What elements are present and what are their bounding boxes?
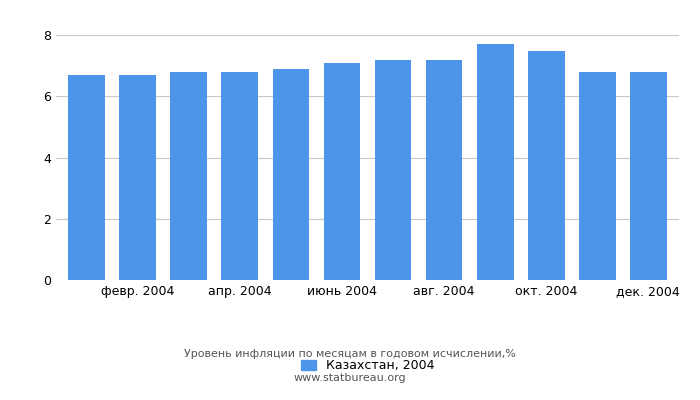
Bar [69, 75, 105, 280]
Bar [323, 63, 360, 280]
Bar [272, 69, 309, 280]
Bar [374, 60, 412, 280]
Bar [119, 75, 156, 280]
Bar [170, 72, 207, 280]
Text: Уровень инфляции по месяцам в годовом исчислении,%: Уровень инфляции по месяцам в годовом ис… [184, 349, 516, 359]
Bar [426, 60, 463, 280]
Bar [579, 72, 616, 280]
Bar [630, 72, 666, 280]
Legend: Казахстан, 2004: Казахстан, 2004 [301, 359, 434, 372]
Bar [221, 72, 258, 280]
Bar [528, 50, 565, 280]
Text: www.statbureau.org: www.statbureau.org [294, 373, 406, 383]
Bar [477, 44, 514, 280]
